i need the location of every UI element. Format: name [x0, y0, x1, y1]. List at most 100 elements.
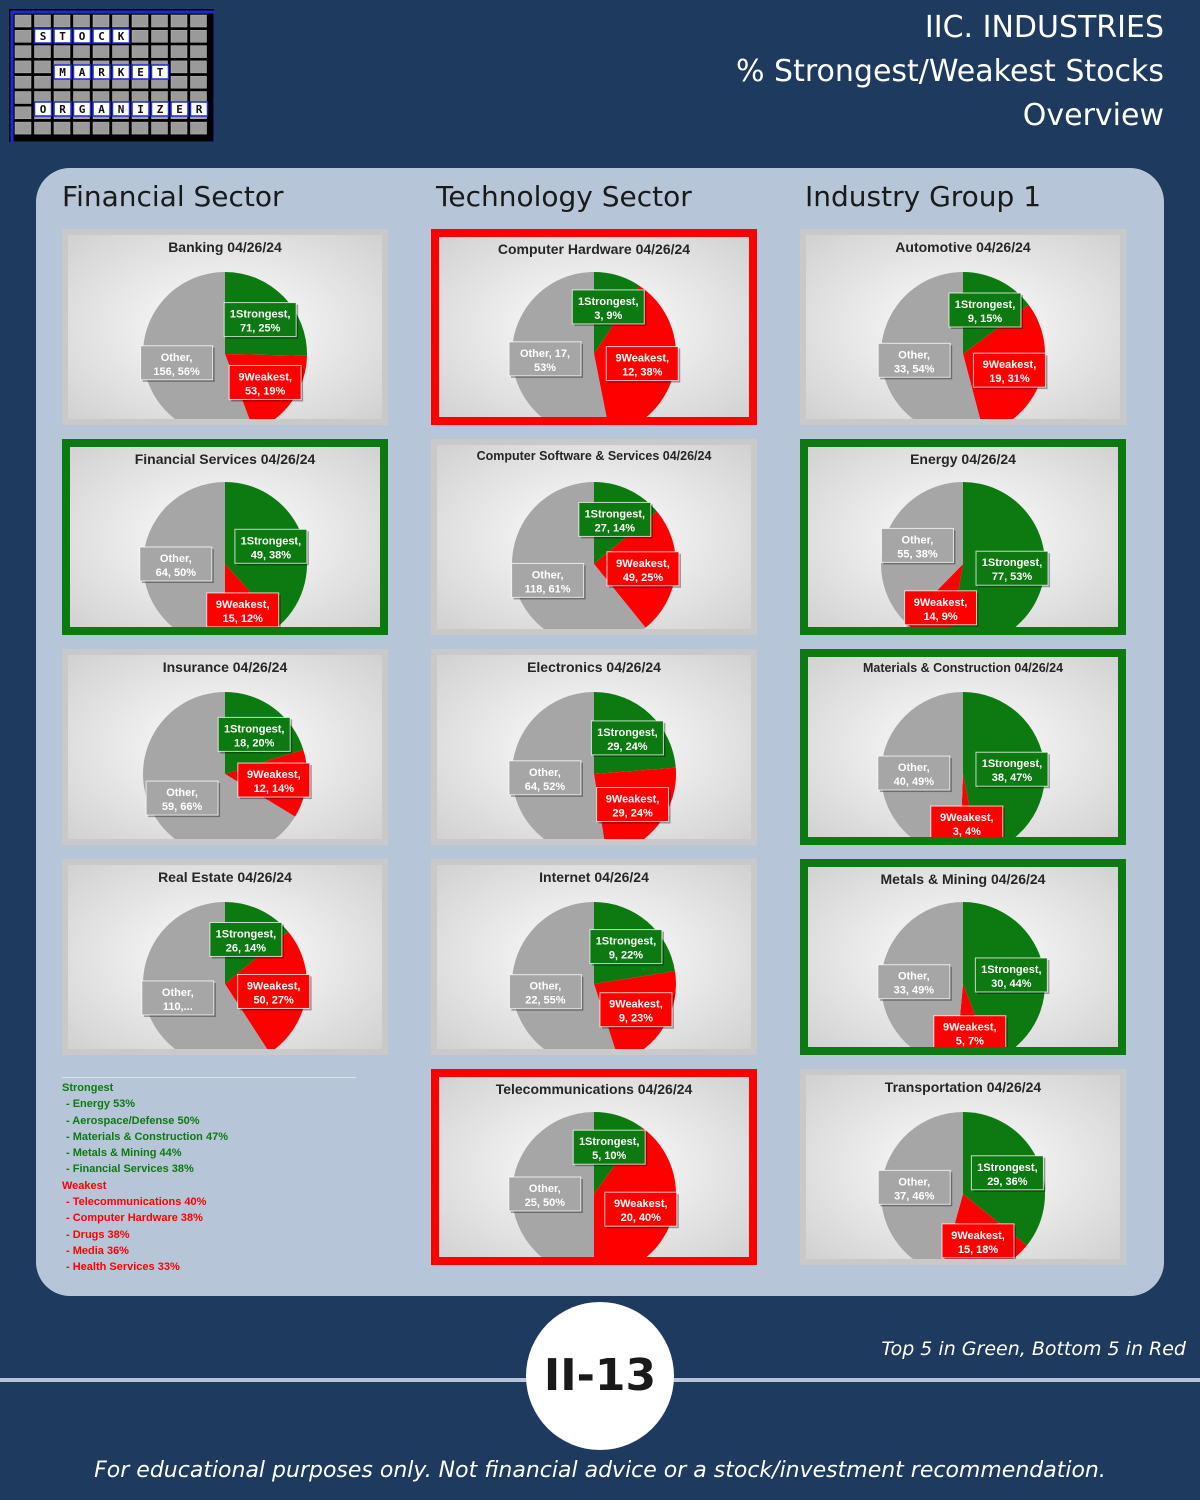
weakest-item: - Health Services 33% [66, 1261, 180, 1274]
svg-text:118, 61%: 118, 61% [525, 583, 571, 595]
svg-text:12, 14%: 12, 14% [254, 783, 295, 795]
pie-chart-card: 1Strongest, 71, 25% 9Weakest, 53, 19% Other,… [62, 229, 388, 425]
svg-text:Other,: Other, [529, 1183, 561, 1195]
svg-text:12, 38%: 12, 38% [622, 367, 663, 379]
svg-text:Other,: Other, [166, 787, 198, 799]
chart-title: Internet 04/26/24 [539, 869, 649, 885]
data-label: 1Strongest, 18, 20% [217, 716, 293, 754]
pie-chart-card: 1Strongest, 18, 20% 9Weakest, 12, 14% Other,… [62, 649, 388, 845]
pie-chart-card: 1Strongest, 30, 44% 9Weakest, 5, 7% Other, 33… [800, 859, 1126, 1055]
pie-chart-card: 1Strongest, 77, 53% 9Weakest, 14, 9% Other, 5… [800, 439, 1126, 635]
svg-text:71, 25%: 71, 25% [240, 323, 281, 335]
svg-text:1Strongest,: 1Strongest, [216, 928, 277, 940]
data-label: Other, 55, 38% [880, 527, 956, 565]
data-label: 9Weakest, 3, 4% [930, 805, 1005, 837]
logo-letter-tile [189, 101, 209, 117]
weakest-item: - Telecommunications 40% [66, 1196, 207, 1209]
data-label: 1Strongest, 5, 10% [572, 1129, 648, 1167]
section-title-industry-group: Industry Group 1 [805, 180, 1042, 213]
disclaimer: For educational purposes only. Not finan… [94, 1458, 1106, 1483]
logo-letter-tile [92, 64, 111, 80]
pie-chart-card: 1Strongest, 3, 9% 9Weakest, 12, 38% Other, 1… [431, 229, 757, 425]
strongest-item: - Materials & Construction 47% [66, 1130, 228, 1143]
weakest-item: - Computer Hardware 38% [66, 1212, 203, 1225]
section-title-technology: Technology Sector [436, 180, 692, 213]
data-label: 1Strongest, 27, 14% [578, 501, 653, 539]
svg-text:1Strongest,: 1Strongest, [230, 309, 291, 321]
data-label: Other, 156, 56% [140, 345, 215, 382]
svg-text:9, 22%: 9, 22% [609, 950, 643, 962]
logo-letter: E [176, 103, 183, 116]
data-label: Other, 33, 54% [877, 342, 953, 380]
svg-text:29, 24%: 29, 24% [607, 741, 648, 753]
svg-text:29, 36%: 29, 36% [987, 1176, 1028, 1188]
page-number-badge: II-13 [526, 1302, 674, 1450]
svg-text:33, 49%: 33, 49% [894, 985, 935, 997]
svg-text:9, 23%: 9, 23% [619, 1013, 653, 1025]
chart-title: Financial Services 04/26/24 [134, 451, 316, 467]
data-label: 9Weakest, 5, 7% [933, 1015, 1008, 1047]
logo-letter: K [118, 66, 125, 79]
svg-text:14, 9%: 14, 9% [923, 611, 957, 623]
pie-chart: 1Strongest, 77, 53% 9Weakest, 14, 9% Other, 5… [808, 447, 1118, 627]
svg-text:1Strongest,: 1Strongest, [578, 296, 639, 308]
logo-letter: S [40, 30, 47, 43]
page-header: IIC. INDUSTRIES % Strongest/Weakest Stoc… [736, 6, 1164, 138]
logo-letter: G [79, 103, 86, 116]
data-label: Other, 37, 46% [877, 1169, 953, 1207]
logo-letter: T [59, 30, 66, 43]
data-label: Other, 64, 50% [139, 546, 214, 583]
svg-text:9Weakest,: 9Weakest, [943, 1022, 997, 1034]
section-title-financial: Financial Sector [62, 180, 284, 213]
pie-chart: 1Strongest, 9, 15% 9Weakest, 19, 31% Other, 3… [806, 235, 1120, 419]
data-label: Other, 118, 61% [511, 562, 586, 600]
chart-title: Energy 04/26/24 [910, 451, 1016, 467]
data-label: 9Weakest, 15, 12% [206, 592, 281, 627]
svg-text:156, 56%: 156, 56% [153, 366, 200, 378]
svg-text:9Weakest,: 9Weakest, [614, 1198, 668, 1210]
logo-letter: A [98, 103, 105, 116]
chart-title: Telecommunications 04/26/24 [495, 1081, 693, 1097]
logo-letter: C [98, 30, 105, 43]
pie-chart: 1Strongest, 27, 14% 9Weakest, 49, 25% Other,… [437, 445, 751, 629]
strongest-item: - Metals & Mining 44% [66, 1147, 182, 1160]
data-label: 1Strongest, 9, 22% [589, 929, 664, 966]
pie-chart-card: 1Strongest, 29, 36% 9Weakest, 15, 18% Other,… [800, 1069, 1126, 1265]
svg-text:9Weakest,: 9Weakest, [606, 794, 660, 806]
data-label: Other, 59, 66% [145, 780, 221, 818]
pie-chart-card: 1Strongest, 9, 15% 9Weakest, 19, 31% Other, 3… [800, 229, 1126, 425]
logo-letter-tile [92, 101, 111, 117]
data-label: Other, 110,... [141, 980, 216, 1017]
svg-text:Other,: Other, [161, 352, 193, 364]
data-label: Other, 25, 50% [508, 1176, 583, 1213]
data-label: Other, 22, 55% [508, 974, 584, 1011]
svg-text:1Strongest,: 1Strongest, [596, 936, 657, 948]
chart-title: Banking 04/26/24 [168, 239, 282, 255]
strongest-item: - Aerospace/Defense 50% [66, 1114, 200, 1127]
data-label: Other, 33, 49% [877, 964, 952, 1001]
svg-text:9, 15%: 9, 15% [968, 313, 1002, 325]
pie-chart: 1Strongest, 5, 10% 9Weakest, 20, 40% Other, 2… [439, 1077, 749, 1257]
svg-text:1Strongest,: 1Strongest, [982, 758, 1043, 770]
pie-chart: 1Strongest, 49, 38% 9Weakest, 15, 12% Other,… [70, 447, 380, 627]
svg-text:53%: 53% [534, 362, 556, 374]
svg-text:27, 14%: 27, 14% [595, 522, 636, 534]
data-label: 9Weakest, 29, 24% [596, 787, 671, 824]
pie-chart: 1Strongest, 18, 20% 9Weakest, 12, 14% Other,… [68, 655, 382, 839]
strongest-heading: Strongest [62, 1082, 114, 1094]
svg-text:26, 14%: 26, 14% [226, 942, 267, 954]
pie-chart: 1Strongest, 29, 24% 9Weakest, 29, 24% Other,… [437, 655, 751, 839]
chart-title: Real Estate 04/26/24 [158, 869, 292, 885]
logo-letter: R [59, 103, 66, 116]
data-label: 1Strongest, 3, 9% [571, 289, 647, 326]
svg-text:59, 66%: 59, 66% [162, 801, 203, 813]
logo-letter: R [196, 103, 203, 116]
svg-text:1Strongest,: 1Strongest, [585, 508, 646, 520]
svg-text:Other,: Other, [162, 987, 194, 999]
stock-market-organizer-logo: S T O C KM A R K E TO R G A N I Z E R [9, 9, 214, 142]
logo-letter: O [79, 30, 86, 43]
svg-text:50, 27%: 50, 27% [253, 994, 294, 1006]
logo-letter: M [59, 66, 66, 79]
svg-text:33, 54%: 33, 54% [894, 363, 935, 375]
svg-text:20, 40%: 20, 40% [621, 1212, 662, 1224]
